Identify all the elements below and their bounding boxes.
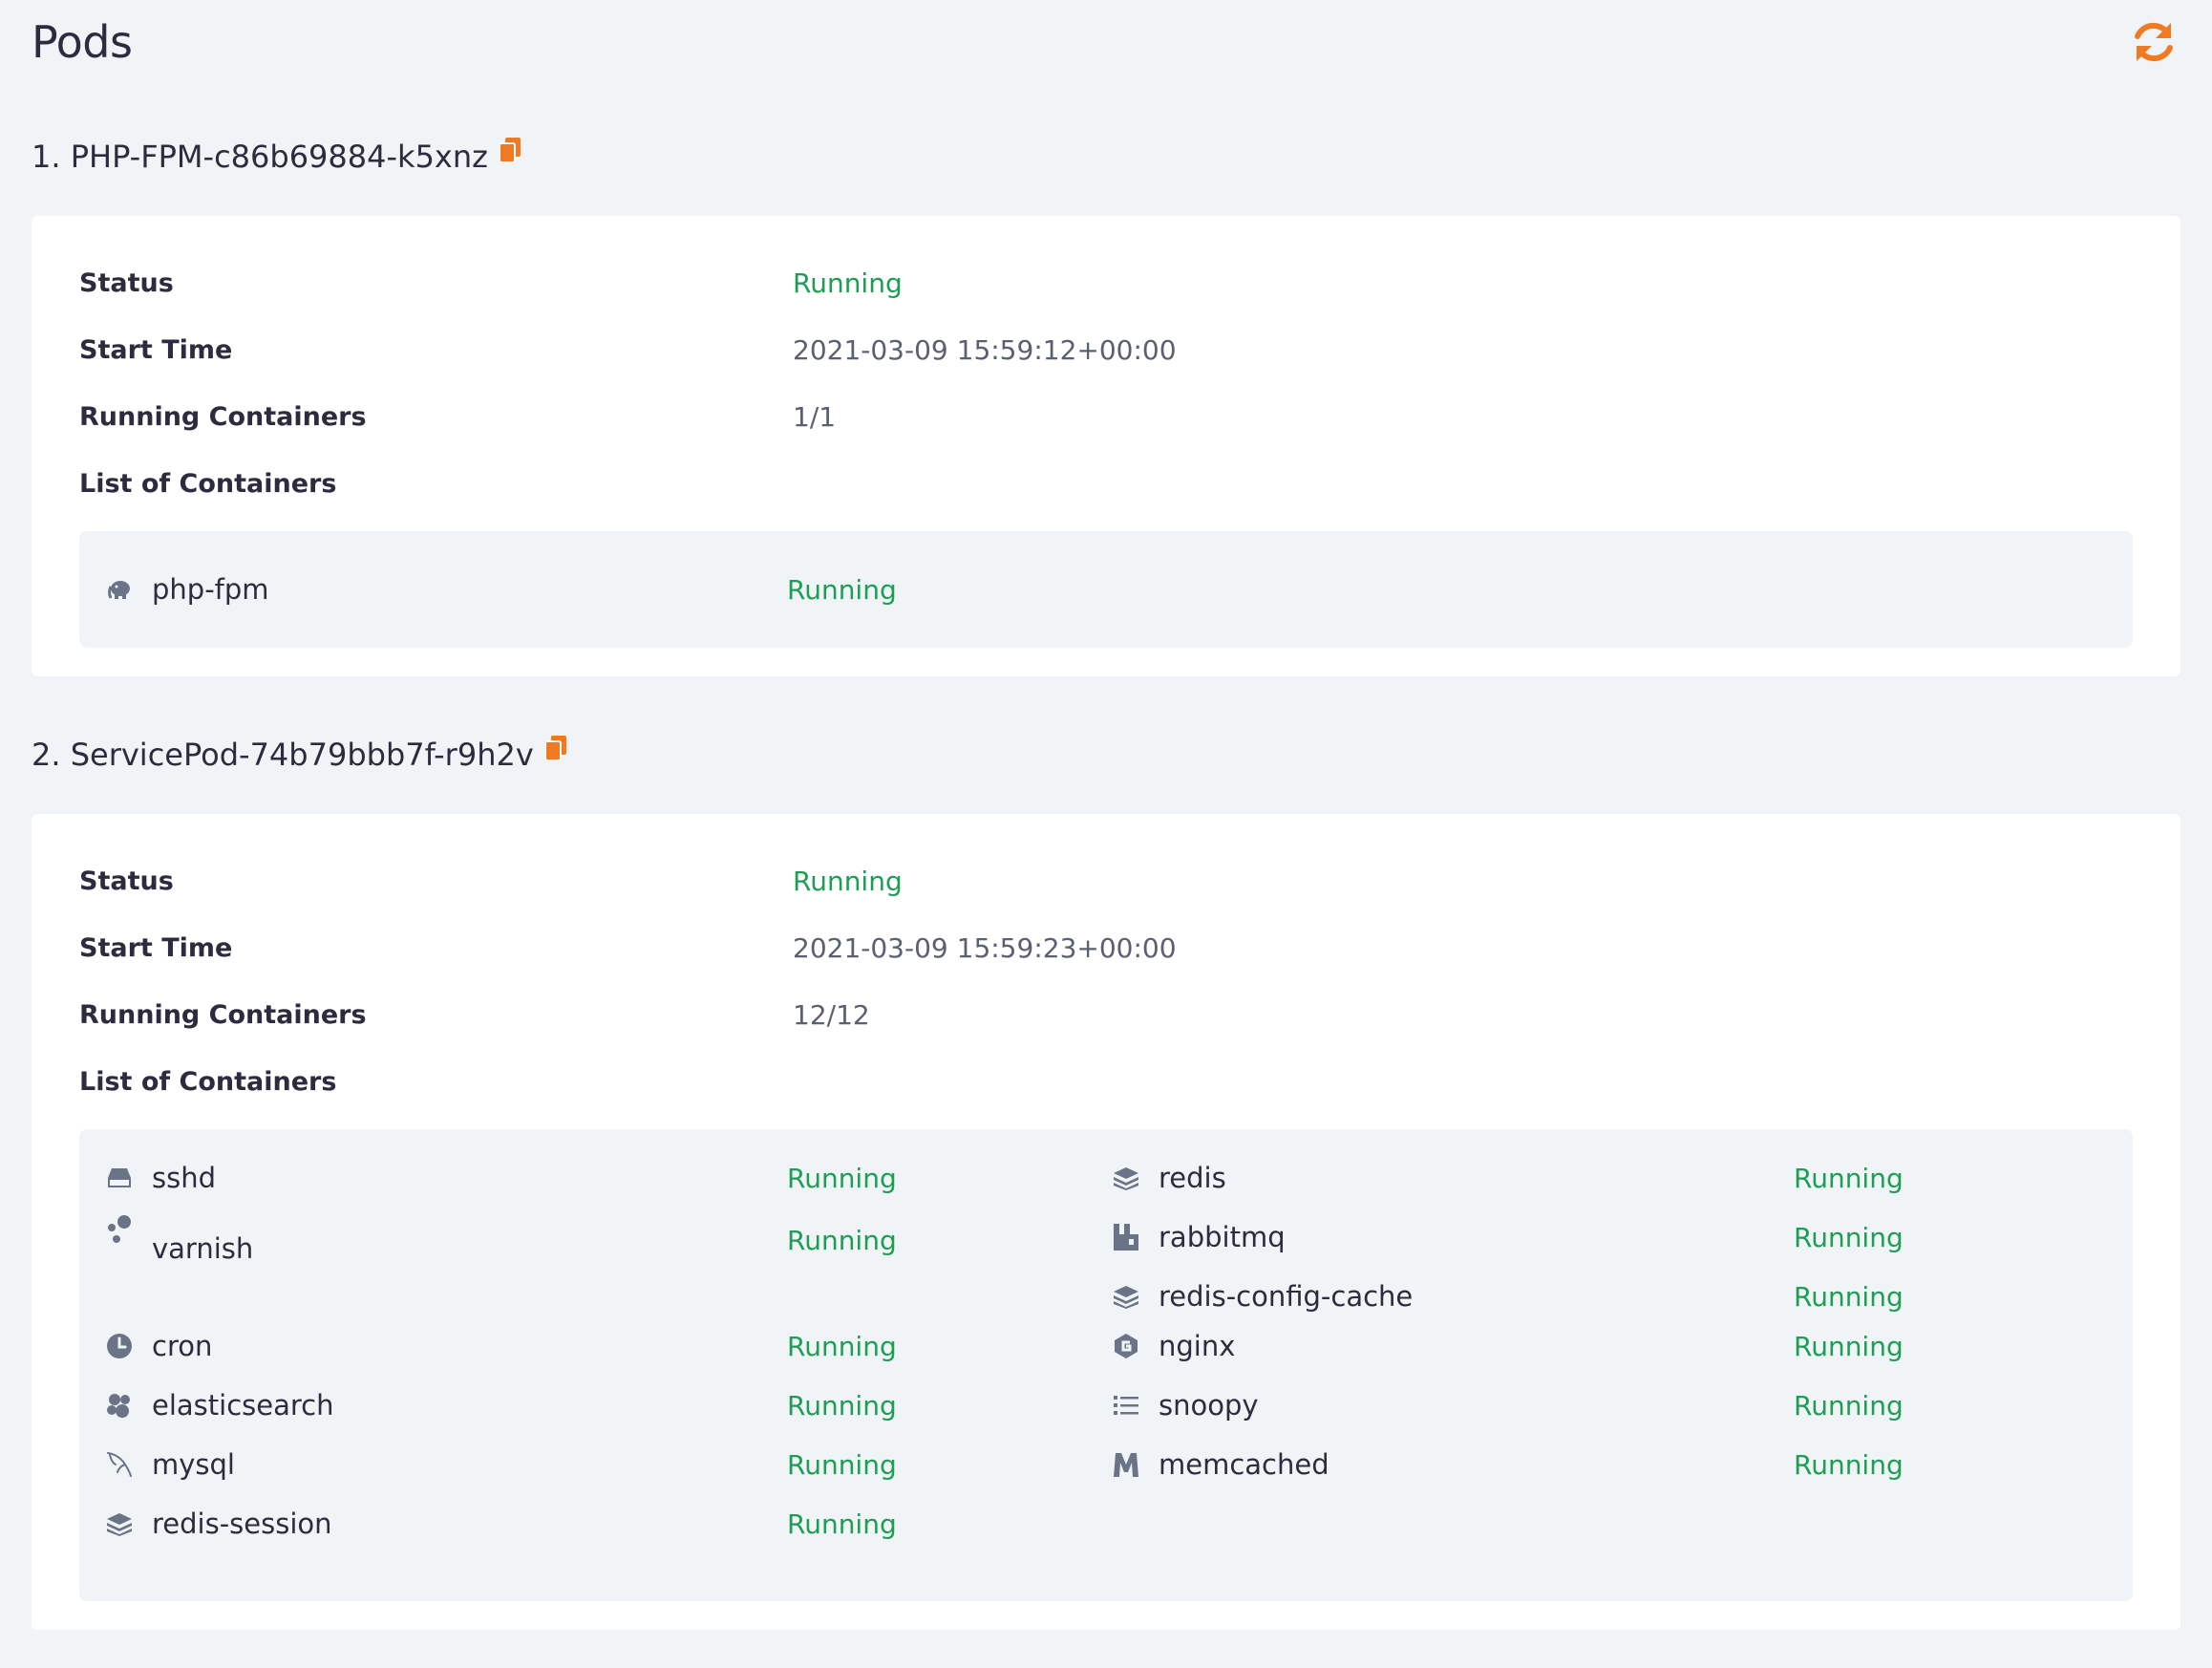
- containers-list: php-fpm Running: [79, 531, 2133, 648]
- nginx-icon: [1113, 1333, 1139, 1359]
- container-status: Running: [1794, 1389, 1904, 1422]
- container-status: Running: [1794, 1448, 1904, 1481]
- pod-name: 1. PHP-FPM-c86b69884-k5xnz: [32, 139, 488, 175]
- start-time-row: Start Time 2021-03-09 15:59:12+00:00: [79, 327, 2133, 373]
- container-name: cron: [152, 1330, 213, 1362]
- container-item: rabbitmq Running: [1086, 1208, 1904, 1267]
- hdd-icon: [106, 1165, 133, 1191]
- status-label: Status: [79, 267, 174, 298]
- list-of-containers-row: List of Containers: [79, 1059, 2133, 1104]
- start-time-label: Start Time: [79, 334, 233, 365]
- rabbitmq-icon: [1113, 1224, 1139, 1251]
- running-containers-label: Running Containers: [79, 999, 367, 1030]
- layers-icon: [106, 1510, 133, 1537]
- container-status: Running: [787, 1389, 897, 1422]
- container-status: Running: [1794, 1330, 1904, 1362]
- m-letter-icon: [1113, 1451, 1139, 1478]
- container-name: redis-config-cache: [1159, 1280, 1414, 1313]
- container-item: mysql Running: [79, 1435, 897, 1494]
- running-containers-value: 1/1: [793, 400, 837, 433]
- container-item: redis Running: [1086, 1148, 1904, 1208]
- container-status: Running: [787, 1162, 897, 1194]
- container-name: snoopy: [1159, 1389, 1259, 1422]
- elephant-icon: [106, 576, 133, 603]
- container-status: Running: [787, 573, 897, 606]
- container-name: sshd: [152, 1162, 217, 1194]
- pod-heading: 2. ServicePod-74b79bbb7f-r9h2v: [32, 728, 566, 781]
- container-name: elasticsearch: [152, 1389, 334, 1422]
- container-name: redis-session: [152, 1508, 332, 1540]
- page-header: Pods: [32, 8, 2180, 76]
- container-item: redis-session Running: [79, 1494, 897, 1553]
- status-row: Status Running: [79, 858, 2133, 904]
- copy-icon[interactable]: [499, 138, 521, 162]
- container-item: nginx Running: [1086, 1316, 1904, 1376]
- layers-icon: [1113, 1165, 1139, 1191]
- pod-card: Status Running Start Time 2021-03-09 15:…: [32, 814, 2180, 1630]
- layers-icon: [1113, 1283, 1139, 1310]
- container-item: snoopy Running: [1086, 1376, 1904, 1435]
- container-status: Running: [787, 1508, 897, 1540]
- start-time-label: Start Time: [79, 932, 233, 963]
- container-status: Running: [1794, 1162, 1904, 1194]
- container-name: varnish: [152, 1232, 254, 1265]
- start-time-value: 2021-03-09 15:59:12+00:00: [793, 333, 1177, 366]
- container-status: Running: [1794, 1221, 1904, 1253]
- copy-icon[interactable]: [544, 736, 566, 760]
- container-status: Running: [1794, 1280, 1904, 1313]
- container-name: mysql: [152, 1448, 235, 1481]
- refresh-button[interactable]: [2127, 15, 2180, 69]
- dolphin-icon: [106, 1451, 133, 1478]
- pod-name: 2. ServicePod-74b79bbb7f-r9h2v: [32, 737, 534, 773]
- container-name: redis: [1159, 1162, 1226, 1194]
- list-of-containers-label: List of Containers: [79, 1066, 337, 1097]
- container-item: elasticsearch Running: [79, 1376, 897, 1435]
- container-name: php-fpm: [152, 573, 269, 606]
- container-status: Running: [787, 1225, 897, 1256]
- container-status: Running: [787, 1330, 897, 1362]
- container-status: Running: [787, 1448, 897, 1481]
- page-title: Pods: [32, 16, 133, 68]
- pod-card: Status Running Start Time 2021-03-09 15:…: [32, 216, 2180, 676]
- containers-list: sshd Running varnish Running cron: [79, 1129, 2133, 1601]
- status-label: Status: [79, 866, 174, 896]
- status-value: Running: [793, 865, 903, 897]
- start-time-value: 2021-03-09 15:59:23+00:00: [793, 931, 1177, 964]
- running-containers-label: Running Containers: [79, 401, 367, 432]
- container-item: varnish Running: [79, 1208, 897, 1294]
- status-value: Running: [793, 267, 903, 299]
- refresh-icon: [2135, 22, 2173, 62]
- container-name: nginx: [1159, 1330, 1236, 1362]
- container-name: memcached: [1159, 1448, 1329, 1481]
- cluster-icon: [106, 1392, 133, 1419]
- running-containers-value: 12/12: [793, 998, 870, 1031]
- bubbles-icon: [106, 1215, 133, 1244]
- running-containers-row: Running Containers 1/1: [79, 394, 2133, 439]
- container-item: php-fpm Running: [79, 560, 897, 619]
- container-item: sshd Running: [79, 1148, 897, 1208]
- clock-icon: [106, 1333, 133, 1359]
- container-item: redis-config-cache Running: [1086, 1267, 1904, 1326]
- start-time-row: Start Time 2021-03-09 15:59:23+00:00: [79, 925, 2133, 971]
- running-containers-row: Running Containers 12/12: [79, 992, 2133, 1037]
- container-name: rabbitmq: [1159, 1221, 1286, 1253]
- container-item: cron Running: [79, 1316, 897, 1376]
- list-of-containers-label: List of Containers: [79, 468, 337, 499]
- list-icon: [1113, 1392, 1139, 1419]
- container-item: memcached Running: [1086, 1435, 1904, 1494]
- pod-heading: 1. PHP-FPM-c86b69884-k5xnz: [32, 130, 521, 183]
- list-of-containers-row: List of Containers: [79, 460, 2133, 506]
- status-row: Status Running: [79, 260, 2133, 306]
